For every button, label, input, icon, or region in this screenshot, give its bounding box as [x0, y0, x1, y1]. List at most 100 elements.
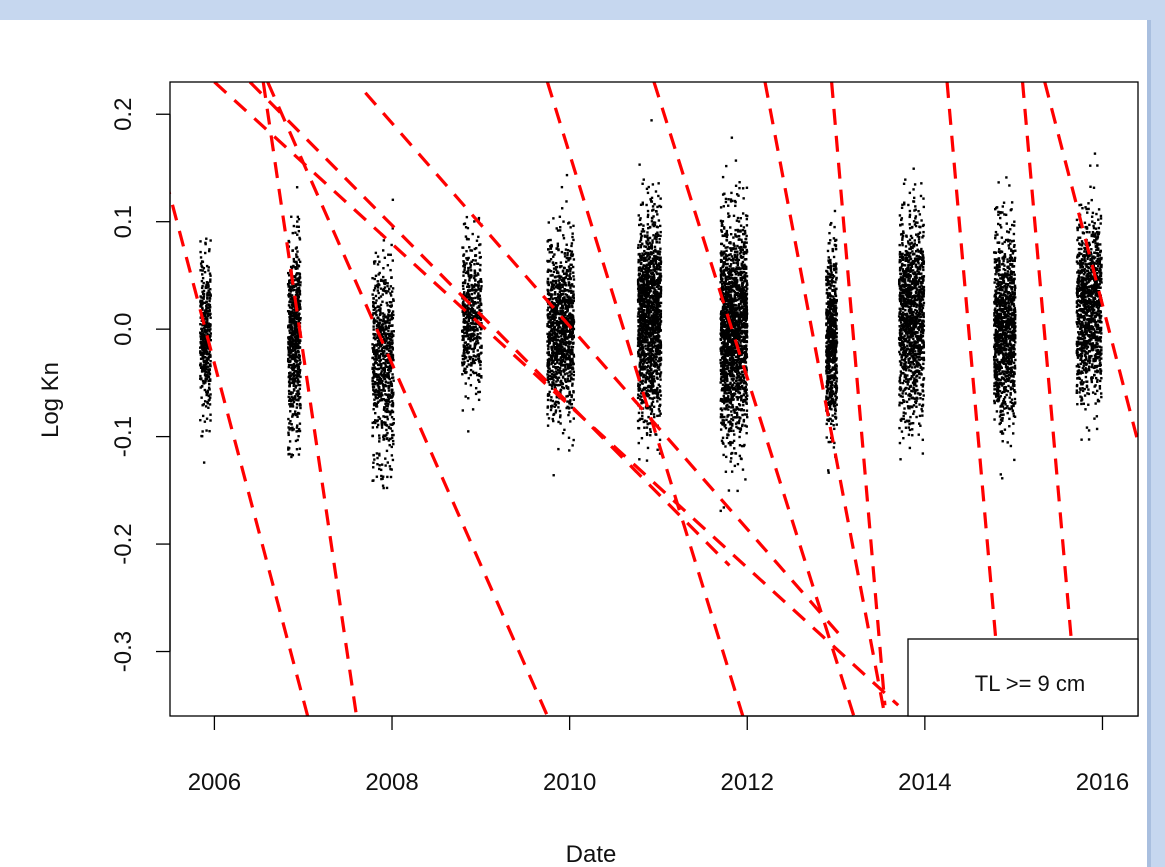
data-point [549, 238, 552, 242]
data-point [553, 356, 557, 360]
data-point [646, 285, 650, 289]
data-point [382, 388, 385, 391]
data-point [469, 373, 472, 377]
data-point [639, 255, 642, 258]
data-point [205, 417, 209, 420]
data-point [647, 321, 651, 324]
data-point [372, 350, 375, 354]
data-point [201, 299, 204, 302]
data-point [659, 346, 663, 349]
data-point [202, 312, 205, 315]
data-point [294, 369, 298, 373]
data-point [637, 386, 641, 389]
data-point [298, 236, 301, 240]
data-point [373, 321, 376, 324]
data-point [466, 308, 469, 311]
data-point [199, 331, 202, 334]
data-point [385, 365, 389, 369]
data-point [648, 286, 651, 289]
data-point [547, 393, 550, 396]
data-point [470, 306, 474, 310]
data-point [652, 370, 655, 373]
data-point [202, 266, 206, 270]
data-point [376, 396, 379, 400]
data-point [204, 342, 207, 346]
data-point [571, 232, 574, 235]
data-point [294, 350, 297, 353]
data-point [570, 377, 573, 381]
data-point [643, 341, 646, 344]
data-point [556, 245, 560, 248]
data-point [654, 235, 657, 238]
data-point [653, 311, 656, 314]
data-point [378, 354, 382, 357]
data-point [294, 341, 297, 344]
data-point [566, 251, 569, 255]
data-point [372, 325, 375, 328]
data-point [641, 365, 645, 368]
data-point [645, 287, 649, 290]
data-point [640, 392, 643, 395]
data-point [392, 391, 395, 394]
data-point [374, 251, 378, 255]
data-point [645, 426, 649, 429]
data-point [288, 399, 291, 402]
data-point [207, 310, 210, 313]
data-point [465, 237, 469, 240]
data-point [642, 259, 646, 262]
data-point [207, 406, 210, 409]
data-point [638, 300, 641, 303]
data-point [551, 282, 554, 285]
data-point [653, 295, 657, 298]
data-point [467, 315, 470, 318]
data-point [372, 297, 375, 300]
data-point [388, 334, 391, 338]
data-point [377, 400, 380, 403]
data-point [571, 348, 574, 352]
data-point [293, 320, 296, 323]
data-point [639, 286, 643, 290]
data-point [296, 379, 300, 383]
data-point [390, 312, 394, 315]
data-point [568, 449, 571, 452]
data-point [561, 341, 564, 344]
data-point [563, 311, 567, 315]
data-point [201, 302, 204, 305]
data-point [568, 390, 571, 394]
data-point [646, 323, 649, 326]
data-point [298, 238, 302, 241]
data-point [568, 392, 571, 395]
data-point [649, 356, 653, 359]
data-point [657, 219, 661, 222]
data-point [297, 288, 301, 292]
data-point [564, 343, 567, 347]
data-point [572, 319, 575, 323]
data-point [657, 278, 660, 282]
data-point [566, 372, 569, 375]
data-point [647, 333, 650, 337]
data-point [655, 363, 658, 367]
data-point [287, 375, 290, 379]
data-point [650, 372, 654, 376]
data-point [643, 335, 646, 339]
data-point [659, 371, 663, 374]
data-point [569, 399, 572, 402]
data-point [371, 421, 374, 425]
data-point [382, 266, 385, 270]
data-point [569, 374, 572, 377]
data-point [380, 391, 383, 395]
data-point [571, 352, 574, 355]
data-point [381, 300, 384, 303]
data-point [294, 316, 298, 319]
data-point [380, 349, 384, 353]
data-point [652, 341, 656, 344]
data-point [385, 352, 388, 356]
data-point [292, 428, 295, 431]
data-point [650, 243, 653, 246]
data-point [656, 265, 659, 268]
data-point [654, 352, 657, 356]
data-point [378, 283, 381, 287]
data-point [649, 375, 652, 378]
data-point [383, 366, 386, 370]
data-point [652, 375, 656, 378]
